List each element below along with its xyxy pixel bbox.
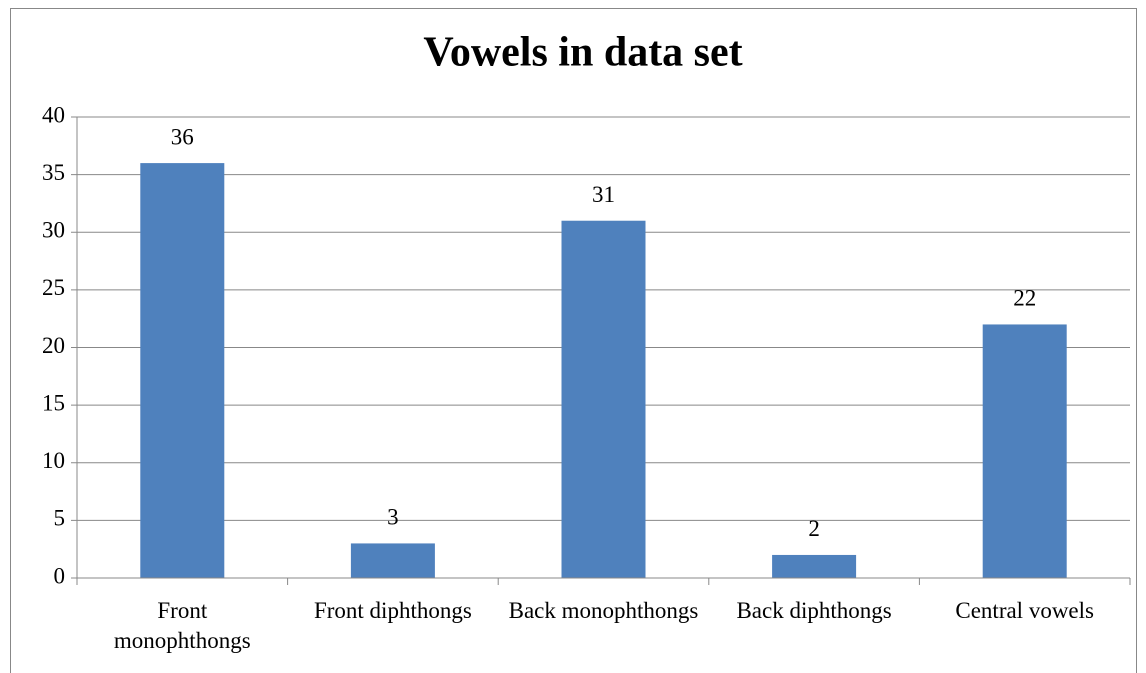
data-label: 31 [592,182,615,207]
y-tick-label: 5 [54,506,66,531]
y-tick-label: 15 [42,390,65,415]
bar [772,554,857,578]
data-label: 22 [1013,286,1036,311]
bar [561,220,646,578]
x-tick-label: Central vowels [955,598,1094,623]
bar [140,163,225,578]
bar [350,543,435,578]
data-label: 2 [808,516,820,541]
x-tick-label: Back monophthongs [508,598,699,623]
x-tick-label: Front diphthongs [313,598,472,623]
chart-title: Vowels in data set [423,30,742,76]
y-tick-label: 0 [54,563,66,588]
bar [982,324,1067,578]
data-label: 3 [387,505,399,530]
y-tick-label: 20 [42,333,65,358]
data-label: 36 [171,124,194,149]
x-tick-label: Back diphthongs [736,598,892,623]
x-tick-label: Front monophthongs [113,598,251,653]
y-tick-label: 10 [42,448,65,473]
y-tick-label: 35 [42,160,65,185]
y-tick-label: 25 [42,275,65,300]
y-tick-label: 30 [42,218,65,243]
y-tick-label: 40 [42,102,65,127]
